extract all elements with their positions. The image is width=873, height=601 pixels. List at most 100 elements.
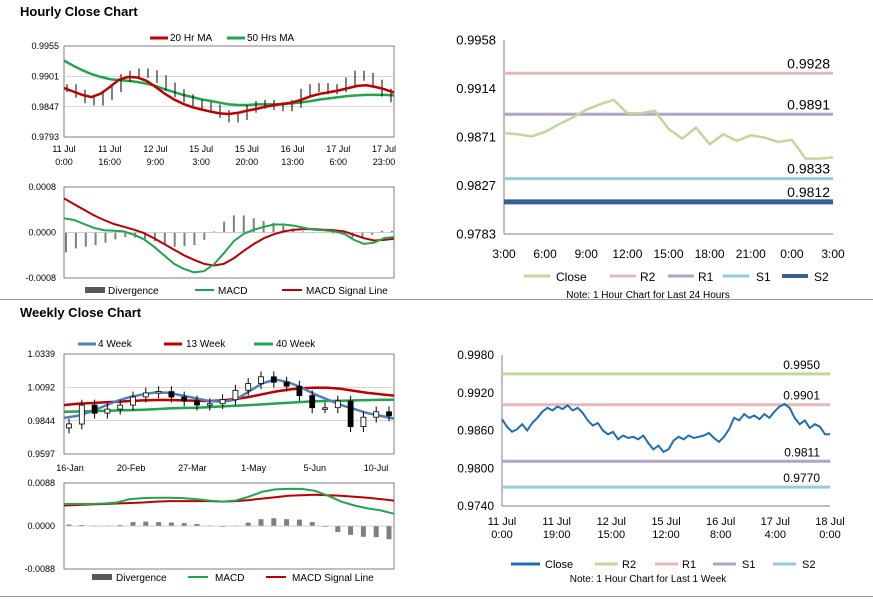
x-tick-label: 9:00: [147, 157, 165, 167]
x-tick-label: 15 Jul: [235, 144, 259, 154]
x-tick-label: 0:00: [491, 529, 512, 541]
divergence-bar: [194, 524, 200, 526]
legend-macd-signal: MACD Signal Line: [292, 573, 374, 584]
x-tick-label: 11 Jul: [52, 144, 75, 154]
series-macd-signal: [63, 197, 395, 267]
x-tick-label: 12 Jul: [597, 516, 626, 528]
x-tick-label: 3:00: [821, 247, 845, 261]
divergence-bar: [130, 522, 136, 526]
y-tick-label: 0.9871: [456, 130, 496, 145]
x-tick-label: 17 Jul: [761, 516, 790, 528]
legend-s2: S2: [802, 559, 815, 571]
y-tick-label: 0.9800: [457, 461, 494, 475]
divergence-bar: [66, 524, 72, 526]
candle-body: [130, 396, 136, 406]
legend-divergence: Divergence: [116, 573, 167, 584]
x-tick-label: 10-Jul: [364, 463, 389, 473]
candle-body: [334, 400, 341, 409]
x-tick-label: 5-Jun: [304, 463, 327, 473]
x-tick-label: 6:00: [533, 247, 557, 261]
legend-s1: S1: [756, 270, 771, 284]
y-tick-label: 0.9844: [27, 416, 55, 426]
y-tick-label: 0.9980: [457, 348, 494, 362]
y-tick-label: 0.9955: [31, 41, 59, 51]
x-tick-label: 1-May: [241, 463, 267, 473]
candle-body: [347, 400, 354, 428]
candle-body: [168, 391, 175, 398]
x-tick-label: 12 Jul: [143, 144, 167, 154]
candle-body: [309, 395, 316, 409]
candle-body: [270, 376, 277, 383]
level-label-r2: 0.9950: [783, 358, 820, 372]
level-label-s2: 0.9770: [783, 471, 820, 485]
divergence-bar: [271, 518, 277, 526]
candle-body: [91, 404, 98, 414]
y-tick-label: -0.0088: [24, 564, 55, 574]
x-tick-label: 20:00: [236, 157, 259, 167]
x-tick-label: 20-Feb: [117, 463, 146, 473]
hourly-levels-chart: 0.9928 0.9891 0.9833 0.9812 0.9958 0.9914 0.98…: [456, 33, 845, 302]
x-tick-label: 16 Jul: [706, 516, 735, 528]
y-tick-label: 0.9793: [31, 132, 59, 142]
divergence-bar: [360, 526, 366, 537]
legend-s2: S2: [814, 270, 829, 284]
x-tick-label: 6:00: [330, 157, 348, 167]
divergence-bar: [322, 526, 328, 527]
divergence-bar: [168, 522, 174, 526]
series-close: [503, 98, 834, 160]
series-macd: [63, 217, 395, 274]
candle-body: [245, 383, 252, 391]
divergence-bar: [117, 525, 123, 526]
y-tick-label: 0.9827: [456, 178, 496, 193]
y-tick-label: 0.0000: [28, 228, 56, 238]
legend-swatch-divergence: [92, 574, 112, 580]
series-macd: [64, 487, 395, 515]
y-tick-label: 0.0000: [27, 521, 55, 531]
x-tick-label: 15 Jul: [189, 144, 213, 154]
x-tick-label: 0:00: [780, 247, 804, 261]
y-tick-label: 1.0339: [27, 349, 55, 359]
x-tick-label: 4:00: [765, 529, 786, 541]
legend-close: Close: [556, 270, 587, 284]
bottom-divider: [0, 596, 873, 597]
hourly-section-title: Hourly Close Chart: [20, 4, 138, 19]
legend-s1: S1: [742, 559, 755, 571]
candle-body: [194, 400, 200, 406]
legend-13-week: 13 Week: [186, 339, 226, 350]
divergence-bar: [220, 526, 226, 527]
candle-body: [142, 392, 149, 398]
legend-50hrs-ma: 50 Hrs MA: [247, 33, 295, 44]
divergence-bar: [335, 526, 341, 532]
level-label-r1: 0.9901: [783, 389, 820, 403]
y-tick-label: 0.0088: [27, 478, 55, 488]
candle-body: [373, 411, 380, 418]
x-tick-label: 17 Jul: [326, 144, 350, 154]
x-tick-label: 3:00: [192, 157, 210, 167]
x-tick-label: 8:00: [710, 529, 731, 541]
x-tick-label: 16-Jan: [56, 463, 84, 473]
hourly-macd-chart: 0.0008 0.0000 -0.0008 Divergence MACD MACD…: [25, 182, 395, 297]
legend-r2: R2: [622, 559, 636, 571]
legend-40-week: 40 Week: [276, 339, 316, 350]
x-tick-label: 13:00: [281, 157, 304, 167]
legend-r1: R1: [682, 559, 696, 571]
candle-body: [155, 391, 162, 394]
y-tick-label: 0.0008: [28, 182, 56, 192]
hourly-price-chart: 0.9955 0.9901 0.9847 0.9793 11 Jul 0:00 11 Jul…: [31, 33, 396, 167]
y-tick-label: 1.0092: [27, 383, 55, 393]
x-tick-label: 11 Jul: [542, 516, 571, 528]
x-tick-label: 12:00: [612, 247, 642, 261]
x-tick-label: 11 Jul: [98, 144, 121, 154]
x-tick-label: 16 Jul: [281, 144, 305, 154]
x-tick-label: 0:00: [55, 157, 73, 167]
level-label-r2: 0.9928: [787, 55, 830, 71]
divergence-bar: [245, 522, 251, 526]
x-tick-label: 21:00: [736, 247, 766, 261]
level-label-s1: 0.9811: [784, 445, 820, 459]
y-tick-label: 0.9597: [27, 449, 55, 459]
divergence-bar: [181, 523, 187, 526]
candle-body: [283, 381, 290, 387]
candle-body: [104, 408, 111, 414]
series-20hr-ma: [63, 75, 395, 116]
